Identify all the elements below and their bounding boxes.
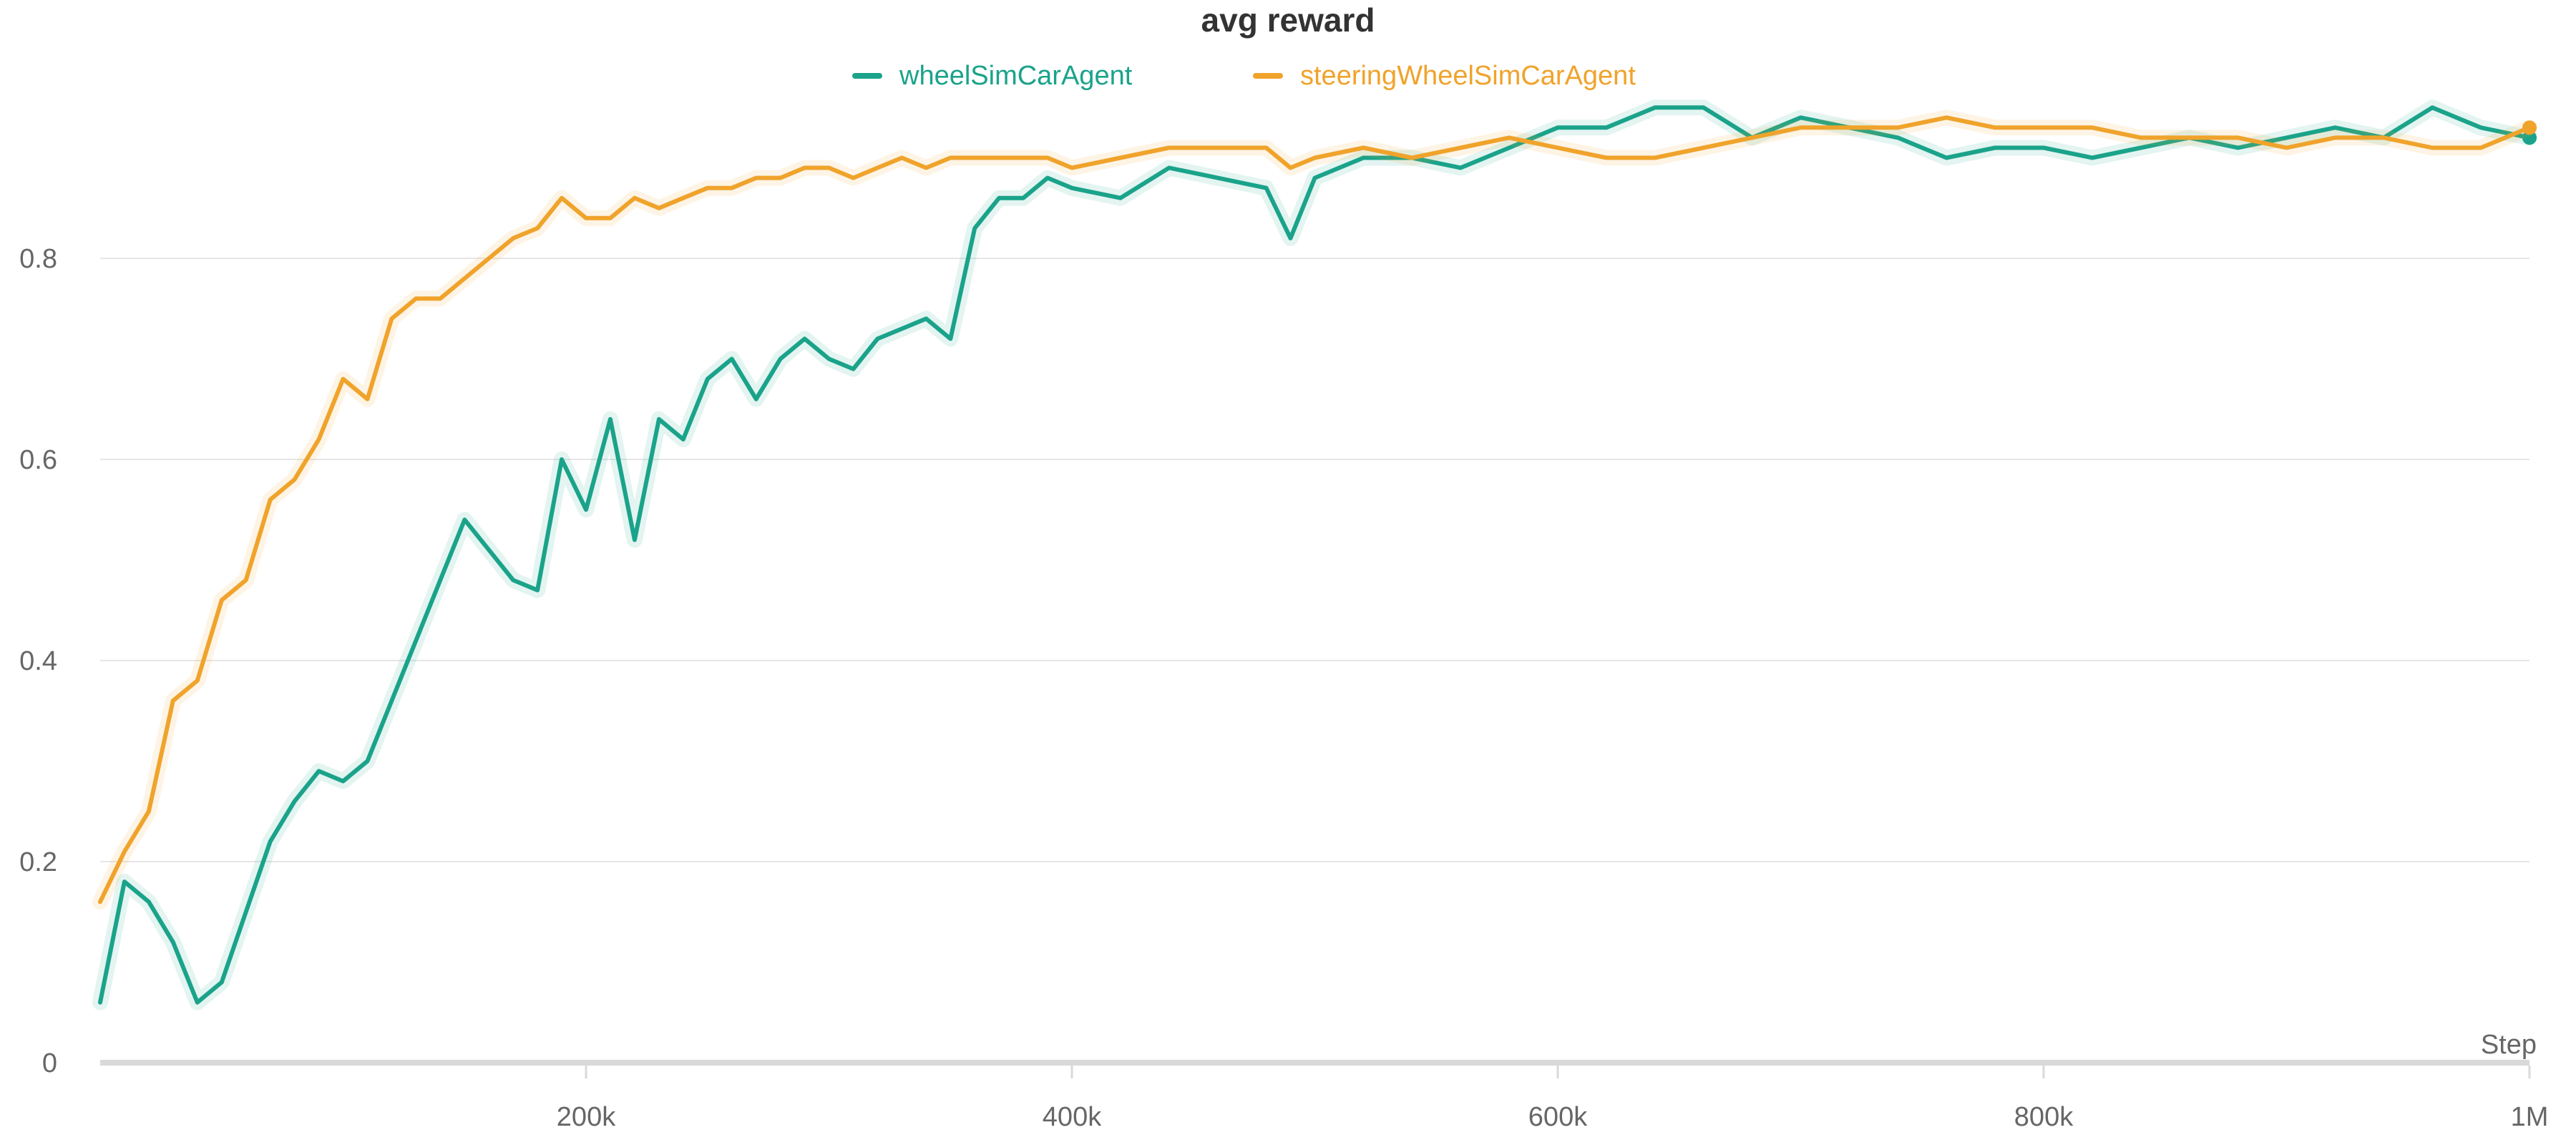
legend-label: steeringWheelSimCarAgent	[1300, 61, 1636, 91]
legend: wheelSimCarAgent steeringWheelSimCarAgent	[852, 61, 1636, 91]
grid	[100, 258, 2529, 862]
y-tick-label: 0.4	[19, 646, 57, 676]
y-tick-label: 0.8	[19, 244, 57, 274]
series-end-marker	[2522, 120, 2537, 135]
chart-title: avg reward	[1201, 1, 1375, 39]
x-tick-label: 400k	[1043, 1102, 1102, 1132]
x-tick-label: 800k	[2014, 1102, 2074, 1132]
legend-item[interactable]: steeringWheelSimCarAgent	[1253, 61, 1636, 91]
x-tick-label: 1M	[2511, 1102, 2549, 1132]
series-end-marker	[2522, 130, 2537, 145]
series-band	[92, 109, 2537, 910]
x-axis-label: Step	[2481, 1030, 2537, 1060]
series-band	[92, 99, 2537, 1010]
legend-item[interactable]: wheelSimCarAgent	[852, 61, 1133, 91]
x-tick-label: 600k	[1528, 1102, 1588, 1132]
x-tick-label: 200k	[557, 1102, 616, 1132]
x-axis: 200k 400k 600k 800k 1M	[100, 1060, 2549, 1132]
series-line[interactable]	[98, 115, 2532, 905]
y-tick-label: 0.6	[19, 445, 57, 475]
series-layer	[92, 99, 2537, 1010]
legend-label: wheelSimCarAgent	[899, 61, 1133, 91]
y-axis: 0 0.2 0.4 0.6 0.8	[19, 244, 57, 1078]
series-line[interactable]	[98, 105, 2532, 1005]
y-tick-label: 0.2	[19, 847, 57, 877]
y-tick-label: 0	[42, 1048, 57, 1078]
